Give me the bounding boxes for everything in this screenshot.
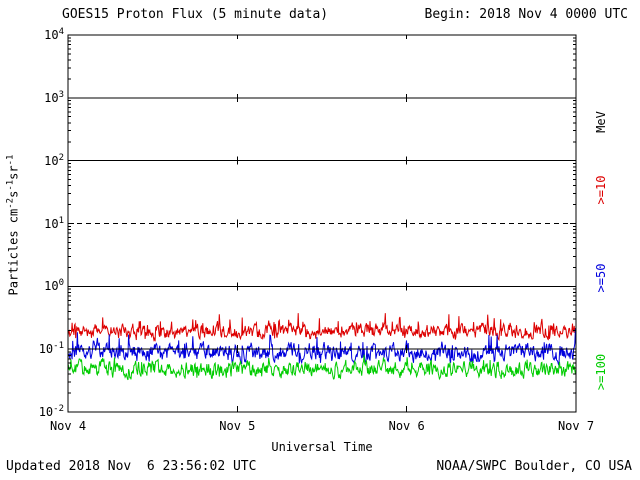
series-lines — [68, 313, 576, 381]
series-ge100-line — [68, 354, 576, 381]
y-tick-label: 104 — [44, 26, 64, 42]
x-tick-label: Nov 7 — [557, 419, 595, 433]
series-ge10-line — [68, 313, 576, 342]
right-axis-unit-label: MeV — [594, 111, 608, 133]
chart-title: GOES15 Proton Flux (5 minute data) — [62, 7, 329, 22]
legend-ge50-label: >=50 — [594, 263, 608, 293]
legend-ge10-label: >=10 — [594, 175, 608, 205]
y-tick-label: 102 — [44, 152, 64, 168]
y-tick-label: 10-2 — [38, 403, 64, 419]
y-tick-label: 100 — [44, 278, 64, 294]
begin-label: Begin: 2018 Nov 4 0000 UTC — [424, 7, 629, 22]
y-tick-label: 101 — [44, 215, 64, 231]
x-tick-label: Nov 6 — [388, 419, 425, 433]
y-tick-label: 103 — [44, 89, 64, 105]
axis-ticks — [68, 34, 576, 413]
x-tick-label: Nov 5 — [219, 419, 256, 433]
y-tick-label: 10-1 — [38, 341, 64, 357]
legend-ge100-label: >=100 — [594, 353, 608, 391]
x-axis-title: Universal Time — [271, 440, 373, 454]
x-tick-label: Nov 4 — [49, 419, 87, 433]
updated-label: Updated 2018 Nov 6 23:56:02 UTC — [6, 459, 257, 474]
credit-label: NOAA/SWPC Boulder, CO USA — [436, 459, 632, 474]
